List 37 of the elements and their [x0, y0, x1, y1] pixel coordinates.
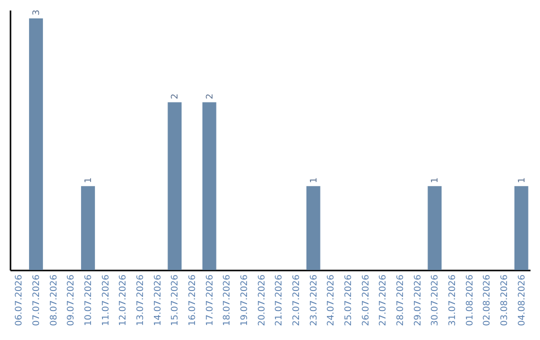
x-tick-label: 04.08.2026 — [517, 274, 528, 326]
x-tick-label: 29.07.2026 — [413, 274, 424, 326]
data-label: 2 — [205, 94, 216, 100]
data-label: 1 — [84, 177, 94, 184]
x-tick-label: 23.07.2026 — [309, 274, 320, 326]
x-tick-label: 28.07.2026 — [396, 274, 406, 326]
x-tick-label: 31.07.2026 — [448, 274, 458, 326]
x-tick-label: 07.07.2026 — [32, 274, 42, 326]
data-label: 2 — [170, 94, 181, 100]
x-tick-label: 16.07.2026 — [188, 274, 198, 326]
data-label: 1 — [517, 177, 528, 184]
x-tick-label: 01.08.2026 — [465, 274, 476, 326]
x-tick-label: 13.07.2026 — [136, 274, 146, 326]
data-label: 1 — [430, 177, 441, 184]
x-tick-label: 10.07.2026 — [84, 274, 94, 326]
x-tick-label: 20.07.2026 — [257, 274, 268, 326]
x-tick-label: 09.07.2026 — [66, 274, 77, 326]
x-tick-label: 17.07.2026 — [205, 274, 216, 326]
x-tick-label: 14.07.2026 — [153, 274, 164, 326]
x-tick-label: 11.07.2026 — [101, 274, 112, 326]
x-tick-label: 02.08.2026 — [482, 274, 493, 326]
x-tick-label: 25.07.2026 — [344, 274, 354, 326]
data-label: 1 — [309, 177, 320, 184]
x-tick-label: 12.07.2026 — [118, 274, 129, 326]
x-tick-label: 27.07.2026 — [378, 274, 389, 326]
x-tick-label: 03.08.2026 — [500, 274, 510, 326]
x-tick-label: 24.07.2026 — [326, 274, 337, 326]
x-tick-label: 30.07.2026 — [430, 274, 441, 326]
x-tick-label: 08.07.2026 — [49, 274, 60, 326]
x-tick-label: 06.07.2026 — [14, 274, 25, 326]
data-label: 3 — [32, 10, 42, 16]
x-tick-label: 21.07.2026 — [274, 274, 285, 326]
x-tick-label: 15.07.2026 — [170, 274, 181, 326]
x-tick-label: 22.07.2026 — [292, 274, 302, 326]
x-tick-label: 19.07.2026 — [240, 274, 250, 326]
x-tick-label: 26.07.2026 — [361, 274, 372, 326]
x-tick-label: 18.07.2026 — [222, 274, 233, 326]
